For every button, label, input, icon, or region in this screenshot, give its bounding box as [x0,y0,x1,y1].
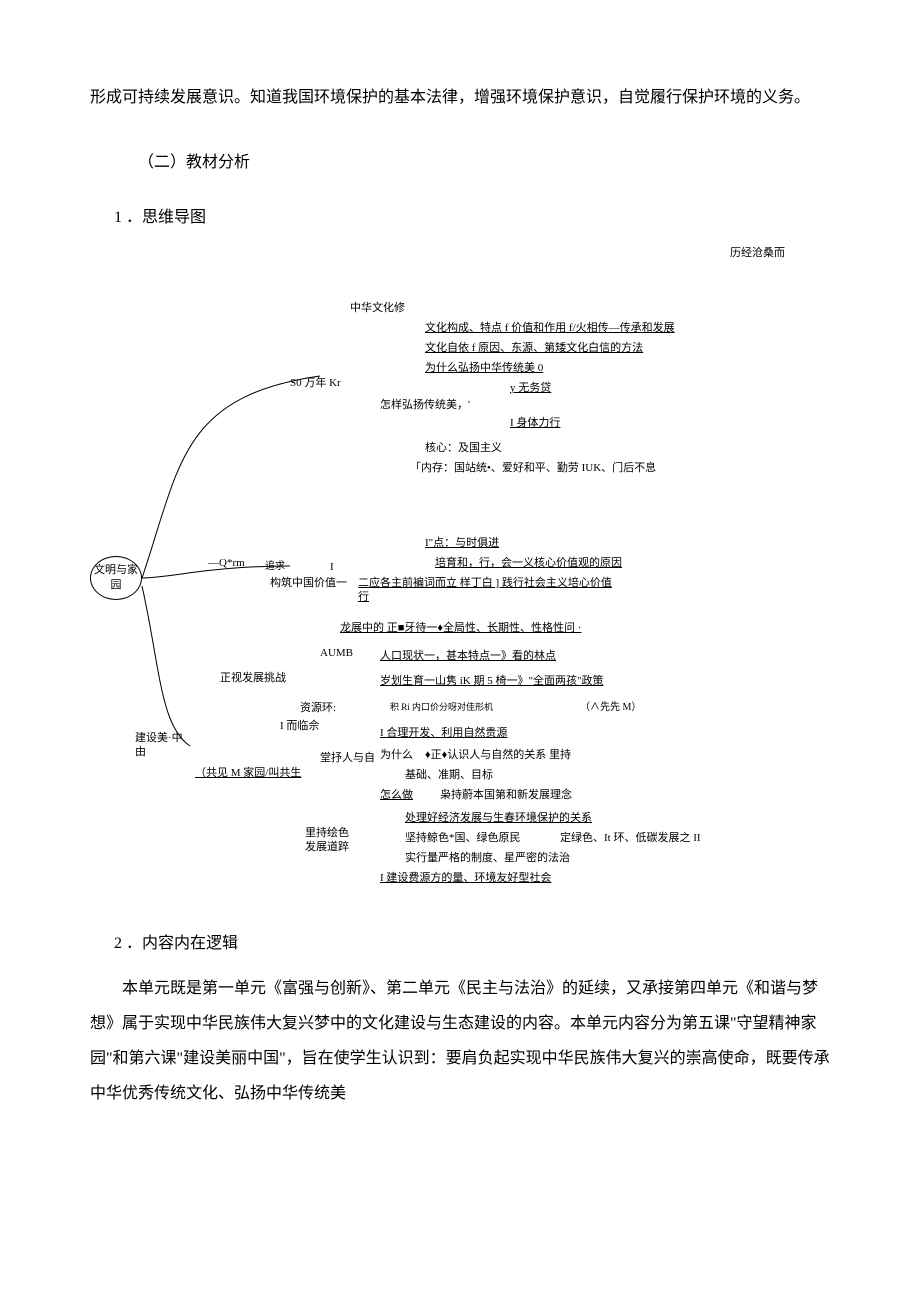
node-why: 为什么弘扬中华传统美 0 [425,361,543,376]
node-jczq: 基础、准期、目标 [405,768,493,783]
node-scbg: 枭持蔚本国第和新发展理念 [440,788,572,803]
node-hlkf: I 合理开发、利用自然贵源 [380,726,507,741]
intro-paragraph: 形成可持续发展意识。知道我国环境保护的基本法律，增强环境保护意识，自觉履行保护环… [90,80,830,115]
node-zyh: 资源环: [300,701,336,716]
node-stlx: I 身体力行 [510,416,560,431]
node-top-right: 历经沧桑而 [730,246,785,261]
node-gz: 构筑中国价值一 [270,576,347,591]
item-2-title: 2 ．内容内在逻辑 [90,926,830,961]
node-zq: 追求 [265,560,285,574]
node-zmz: 怎么做 [380,788,413,803]
node-dls: 定绿色、It 环、低碳发展之 II [560,831,701,846]
section-2-title: （二）教材分析 [90,145,830,180]
node-clh: 处理好经济发展与生春环境保护的关系 [405,811,592,826]
node-sxl: 实行量严格的制度、星严密的法治 [405,851,570,866]
node-jsm: 建设美·中由 [135,731,190,760]
node-ri: 积 Ri 内口价分呀对佳形机 [390,701,493,714]
node-mlb: I 而临佘 [280,719,319,734]
node-whzy: 文化自依 f 原因、东源、第矮文化白信的方法 [425,341,643,356]
node-zz: ♦正♦认识人与自然的关系 里持 [425,748,571,763]
node-am: （∧先先 M） [580,701,641,715]
node-gjm: （共见 M 家园/叫共生 [195,766,301,781]
root-node: 文明与家园 [90,556,142,600]
node-qrm: —Q*rm [208,556,245,571]
node-aumb: AUMB [320,646,353,661]
node-ywd: y 无务贷 [510,381,551,396]
root-label: 文明与家园 [94,564,138,591]
node-zsfz: 正视发展挑战 [220,671,286,686]
node-s0: S0 万年 Kr [290,376,341,391]
node-jszy: I 建设费源方的量、环境友好型社会 [380,871,551,886]
node-rk: 人口现状一，甚本特点一》看的林点 [380,649,556,664]
item-1-title: 1 ．思维导图 [90,200,830,235]
mindmap-diagram: 文明与家园 历经沧桑而 中华文化修 文化构成、特点 f 价值和作用 f/火相传—… [90,246,830,896]
node-jcjs: 坚持鲸色*国、绿色原民 [405,831,521,846]
node-lcls: 里持绘色发展道踤 [305,826,355,855]
node-wsm: 为什么 [380,748,413,763]
node-zhwh: 中华文化修 [350,301,405,316]
node-ygz: 二应各主前褊词而立 样丁白 ] 践行社会主义培心价值行 [358,576,618,605]
node-id: I"点：与时俱进 [425,536,499,551]
node-whgc: 文化构成、特点 f 价值和作用 f/火相传—传承和发展 [425,321,675,336]
node-i1: I [330,560,334,575]
logic-paragraph: 本单元既是第一单元《富强与创新》、第二单元《民主与法治》的延续，又承接第四单元《… [90,971,830,1112]
node-lz: 龙展中的 正■牙待一♦全局性、长期性、性格性问 · [340,621,581,636]
node-tyrz: 堂抒人与自 [320,751,375,766]
node-sh: 岁划生育一山隽 iK 期 5 椅一》"全面两孩"政策 [380,674,603,689]
node-py: 培育和，行，会一义核心价值观的原因 [435,556,622,571]
node-hx: 核心：及国主义 [425,441,502,456]
node-nc: 「内存：国站统•、爱好和平、勤劳 IUK、门后不息 [410,461,656,476]
node-zyhytm: 怎样弘扬传统美，' [380,398,470,413]
